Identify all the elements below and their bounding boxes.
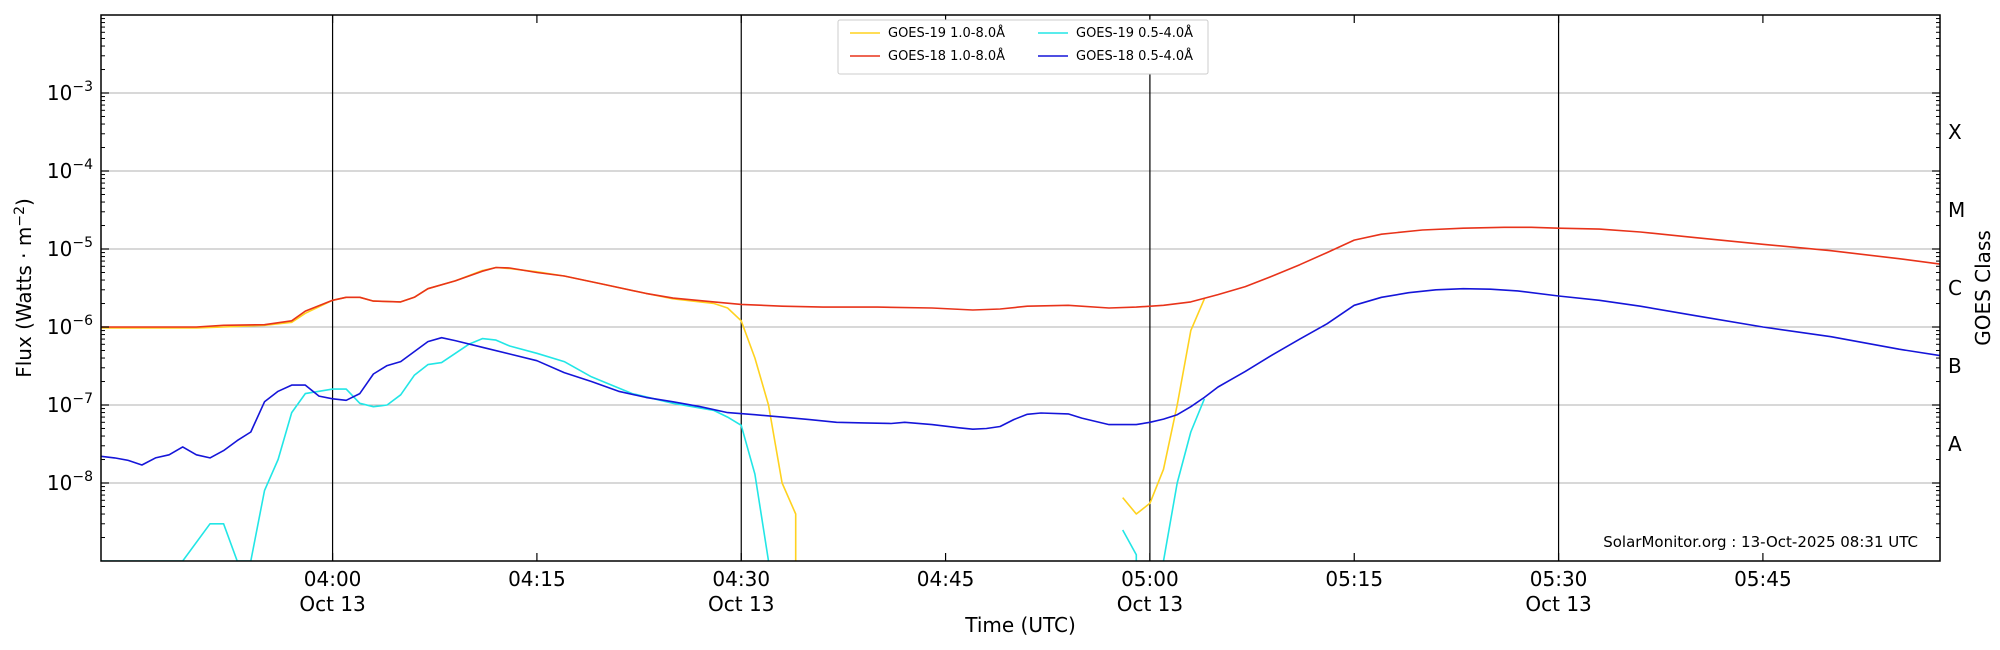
goes-class-label-c: C bbox=[1948, 276, 1962, 300]
series-line-3-segment-0 bbox=[101, 287, 1940, 466]
x-tick-date-label: Oct 13 bbox=[1525, 592, 1591, 616]
y-axis-label-close: ) bbox=[12, 198, 36, 206]
y-tick-label: 10−5 bbox=[47, 235, 93, 261]
x-tick-date-label: Oct 13 bbox=[1117, 592, 1183, 616]
series-line-1-segment-0 bbox=[101, 226, 1940, 328]
x-tick-label: 04:00 bbox=[304, 567, 362, 591]
x-tick-label: 05:00 bbox=[1121, 567, 1179, 591]
plot-frame bbox=[100, 14, 1941, 562]
x-tick-label: 04:15 bbox=[508, 567, 566, 591]
y-tick-label: 10−8 bbox=[47, 469, 93, 495]
y-axis-label: Flux (Watts · m−2) bbox=[12, 198, 36, 378]
legend: GOES-19 1.0-8.0Å GOES-18 1.0-8.0Å GOES-1… bbox=[837, 19, 1209, 75]
x-tick-date-label: Oct 13 bbox=[299, 592, 365, 616]
goes-class-label-m: M bbox=[1948, 198, 1965, 222]
legend-label-goes18-long: GOES-18 1.0-8.0Å bbox=[888, 48, 1005, 64]
y-tick-label: 10−3 bbox=[47, 79, 93, 105]
x-tick-label: 05:45 bbox=[1734, 567, 1792, 591]
series-line-0-segment-1 bbox=[1122, 298, 1206, 515]
x-tick-label: 05:30 bbox=[1530, 567, 1588, 591]
series-line-2-segment-1 bbox=[1121, 529, 1138, 561]
legend-label-goes19-long: GOES-19 1.0-8.0Å bbox=[888, 25, 1005, 41]
x-axis-label: Time (UTC) bbox=[964, 613, 1076, 637]
legend-label-goes19-short: GOES-19 0.5-4.0Å bbox=[1076, 25, 1193, 41]
y-axis-label-text: Flux (Watts · m bbox=[12, 227, 36, 378]
x-tick-label: 04:45 bbox=[917, 567, 975, 591]
plot-series bbox=[101, 226, 1940, 561]
y-tick-label: 10−7 bbox=[47, 391, 93, 417]
y-axis-label-exponent: −2 bbox=[12, 206, 28, 227]
grid bbox=[101, 92, 1940, 484]
goes-class-axis-label: GOES Class bbox=[1971, 230, 1995, 346]
legend-label-goes18-short: GOES-18 0.5-4.0Å bbox=[1076, 48, 1193, 64]
goes-class-label-a: A bbox=[1948, 432, 1962, 456]
x-tick-date-label: Oct 13 bbox=[708, 592, 774, 616]
goes-class-label-b: B bbox=[1948, 354, 1962, 378]
x-tick-label: 04:30 bbox=[712, 567, 770, 591]
day-marker-lines bbox=[331, 15, 1560, 561]
series-line-2-segment-2 bbox=[1162, 398, 1206, 561]
y-tick-label: 10−6 bbox=[47, 313, 93, 339]
watermark-text: SolarMonitor.org : 13-Oct-2025 08:31 UTC bbox=[1603, 533, 1918, 551]
y-tick-label: 10−4 bbox=[47, 157, 93, 183]
goes-class-label-x: X bbox=[1948, 120, 1962, 144]
x-tick-label: 05:15 bbox=[1325, 567, 1383, 591]
legend-box bbox=[837, 19, 1209, 75]
